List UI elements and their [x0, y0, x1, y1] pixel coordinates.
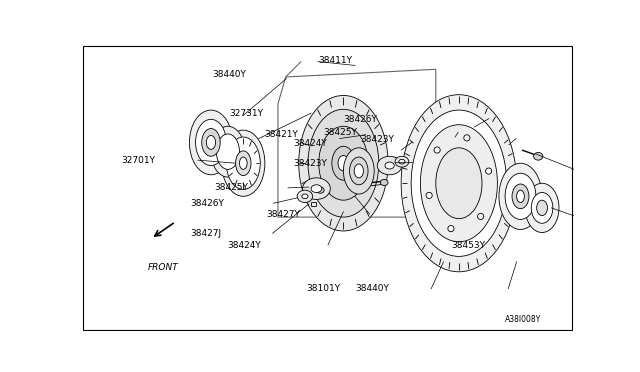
- Ellipse shape: [380, 179, 388, 186]
- Ellipse shape: [211, 126, 245, 177]
- Ellipse shape: [349, 157, 368, 185]
- Ellipse shape: [385, 162, 394, 169]
- Ellipse shape: [434, 147, 440, 153]
- Ellipse shape: [344, 148, 374, 194]
- Ellipse shape: [319, 126, 368, 200]
- Text: 38424Y: 38424Y: [227, 241, 260, 250]
- Ellipse shape: [189, 110, 232, 175]
- Ellipse shape: [378, 156, 402, 175]
- Ellipse shape: [499, 163, 542, 230]
- Ellipse shape: [531, 192, 553, 223]
- Text: 38102Y: 38102Y: [446, 196, 480, 205]
- Ellipse shape: [516, 190, 524, 202]
- Text: 38423Y: 38423Y: [360, 135, 394, 144]
- Text: 38440Y: 38440Y: [212, 70, 246, 79]
- Ellipse shape: [216, 134, 239, 169]
- Text: 38426Y: 38426Y: [343, 115, 377, 124]
- Ellipse shape: [221, 130, 265, 196]
- Ellipse shape: [354, 164, 364, 178]
- Ellipse shape: [299, 96, 388, 231]
- Ellipse shape: [411, 110, 507, 256]
- Ellipse shape: [239, 157, 247, 169]
- Text: 38425Y: 38425Y: [214, 183, 248, 192]
- Ellipse shape: [486, 168, 492, 174]
- Ellipse shape: [448, 225, 454, 232]
- Ellipse shape: [436, 148, 482, 219]
- Ellipse shape: [303, 178, 330, 199]
- Ellipse shape: [332, 146, 355, 180]
- Ellipse shape: [505, 173, 536, 219]
- Text: 38427Y: 38427Y: [266, 210, 300, 219]
- Text: 38426Y: 38426Y: [190, 199, 224, 208]
- Ellipse shape: [537, 200, 547, 216]
- Ellipse shape: [395, 156, 409, 167]
- Text: A38I008Y: A38I008Y: [506, 315, 541, 324]
- Text: FRONT: FRONT: [148, 263, 179, 272]
- Text: 38421Y: 38421Y: [264, 130, 298, 140]
- Ellipse shape: [512, 184, 529, 209]
- Text: 38427J: 38427J: [190, 229, 221, 238]
- Ellipse shape: [316, 187, 324, 193]
- Text: 38101Y: 38101Y: [306, 284, 340, 293]
- Ellipse shape: [311, 185, 322, 192]
- Ellipse shape: [401, 95, 516, 272]
- Ellipse shape: [477, 214, 484, 219]
- Text: 38423Y: 38423Y: [294, 159, 328, 168]
- Ellipse shape: [206, 135, 216, 150]
- Text: 38440Y: 38440Y: [355, 284, 389, 293]
- Text: 32731Y: 32731Y: [230, 109, 264, 118]
- Ellipse shape: [227, 137, 260, 189]
- Text: 38453Y: 38453Y: [451, 241, 485, 250]
- Text: 38411Y: 38411Y: [318, 56, 352, 65]
- Ellipse shape: [297, 190, 312, 202]
- Text: 38424Y: 38424Y: [294, 139, 327, 148]
- Ellipse shape: [196, 119, 227, 166]
- Ellipse shape: [534, 153, 543, 160]
- Ellipse shape: [399, 159, 405, 164]
- Ellipse shape: [525, 183, 559, 232]
- Ellipse shape: [236, 151, 251, 176]
- Ellipse shape: [464, 135, 470, 141]
- Ellipse shape: [338, 155, 349, 171]
- Ellipse shape: [308, 109, 379, 217]
- Ellipse shape: [202, 129, 220, 156]
- Ellipse shape: [426, 192, 432, 199]
- Text: 38425Y: 38425Y: [323, 128, 357, 137]
- Text: 32701Y: 32701Y: [121, 156, 155, 165]
- Ellipse shape: [420, 125, 497, 242]
- Ellipse shape: [302, 194, 308, 199]
